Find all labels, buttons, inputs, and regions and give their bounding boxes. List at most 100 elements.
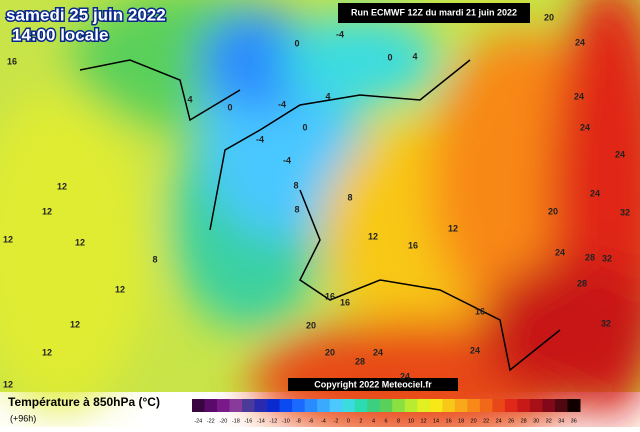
colorbar-swatch xyxy=(354,399,368,412)
contour-label: 8 xyxy=(152,254,157,264)
contour-label: 28 xyxy=(577,278,587,288)
colorbar-swatch xyxy=(567,399,581,412)
colorbar-tick-label: 26 xyxy=(508,418,514,424)
contour-label: 24 xyxy=(470,345,480,355)
contour-label: 24 xyxy=(555,247,565,257)
colorbar-swatch xyxy=(442,399,456,412)
colorbar-swatch xyxy=(367,399,381,412)
colorbar-tick-label: 6 xyxy=(384,418,387,424)
contour-label: 8 xyxy=(347,192,352,202)
contour-label: 16 xyxy=(475,306,485,316)
contour-label: 32 xyxy=(601,318,611,328)
colorbar-swatch xyxy=(554,399,568,412)
colorbar-tick-label: -22 xyxy=(207,418,215,424)
colorbar-tick-label: -20 xyxy=(219,418,227,424)
contour-label: 24 xyxy=(574,91,584,101)
contour-label: -4 xyxy=(278,99,286,109)
contour-label: 0 xyxy=(227,102,232,112)
colorbar-tick-label: 30 xyxy=(533,418,539,424)
contour-label: 24 xyxy=(575,37,585,47)
contour-label: 20 xyxy=(544,12,554,22)
contour-label: 20 xyxy=(325,347,335,357)
contour-label: -4 xyxy=(283,155,291,165)
colorbar-tick-label: 28 xyxy=(521,418,527,424)
colorbar-tick-label: -14 xyxy=(257,418,265,424)
colorbar-swatch xyxy=(342,399,356,412)
contour-label: 4 xyxy=(412,51,417,61)
contour-label: 24 xyxy=(580,122,590,132)
colorbar-tick-label: 2 xyxy=(359,418,362,424)
contour-label: 16 xyxy=(7,56,17,66)
contour-label: 12 xyxy=(57,181,67,191)
colorbar-swatch xyxy=(279,399,293,412)
map-time: 14:00 locale xyxy=(12,25,108,44)
colorbar-tick-label: -24 xyxy=(194,418,202,424)
colorbar-swatch xyxy=(467,399,481,412)
contour-label: 20 xyxy=(548,206,558,216)
contour-label: 24 xyxy=(373,347,383,357)
contour-label: 12 xyxy=(70,319,80,329)
contour-label: 0 xyxy=(387,52,392,62)
colorbar-tick-label: 20 xyxy=(471,418,477,424)
contour-label: -4 xyxy=(256,134,264,144)
colorbar-swatch xyxy=(392,399,406,412)
colorbar-swatch xyxy=(204,399,218,412)
contour-label: 28 xyxy=(585,252,595,262)
colorbar-swatch xyxy=(317,399,331,412)
contour-label: 8 xyxy=(294,204,299,214)
copyright: Copyright 2022 Meteociel.fr xyxy=(314,379,432,389)
colorbar-tick-label: -16 xyxy=(244,418,252,424)
colorbar-swatch xyxy=(504,399,518,412)
colorbar-swatch xyxy=(379,399,393,412)
legend-subtitle: (+96h) xyxy=(10,413,36,423)
colorbar-swatch xyxy=(292,399,306,412)
contour-label: 32 xyxy=(602,253,612,263)
contour-label: 12 xyxy=(3,379,13,389)
contour-label: 16 xyxy=(340,297,350,307)
contour-label: 16 xyxy=(408,240,418,250)
colorbar-tick-label: -12 xyxy=(269,418,277,424)
colorbar-tick-label: 18 xyxy=(458,418,464,424)
colorbar-tick-label: -4 xyxy=(321,418,326,424)
colorbar-swatch xyxy=(454,399,468,412)
colorbar-tick-label: 22 xyxy=(483,418,489,424)
run-info: Run ECMWF 12Z du mardi 21 juin 2022 xyxy=(351,7,517,17)
contour-label: 16 xyxy=(325,291,335,301)
colorbar-tick-label: 4 xyxy=(372,418,375,424)
contour-label: 28 xyxy=(355,356,365,366)
contour-label: 12 xyxy=(42,347,52,357)
colorbar-tick-label: -2 xyxy=(333,418,338,424)
colorbar-swatch xyxy=(217,399,231,412)
contour-label: 12 xyxy=(368,231,378,241)
contour-label: 24 xyxy=(615,149,625,159)
colorbar-tick-label: -6 xyxy=(308,418,313,424)
colorbar-tick-label: -8 xyxy=(296,418,301,424)
map-date: samedi 25 juin 2022 xyxy=(6,5,166,24)
contour-label: 32 xyxy=(620,207,630,217)
colorbar-swatch xyxy=(304,399,318,412)
colorbar-swatch xyxy=(242,399,256,412)
colorbar-swatch xyxy=(529,399,543,412)
colorbar-tick-label: 36 xyxy=(571,418,577,424)
colorbar-swatch xyxy=(254,399,268,412)
contour-label: 0 xyxy=(294,38,299,48)
colorbar-swatch xyxy=(192,399,206,412)
contour-label: 24 xyxy=(590,188,600,198)
contour-label: 4 xyxy=(187,94,192,104)
legend-title: Température à 850hPa (°C) xyxy=(8,395,160,409)
contour-label: 12 xyxy=(3,234,13,244)
colorbar-swatch xyxy=(429,399,443,412)
colorbar-swatch xyxy=(479,399,493,412)
colorbar-tick-label: 16 xyxy=(446,418,452,424)
colorbar-swatch xyxy=(404,399,418,412)
contour-label: -4 xyxy=(336,29,344,39)
colorbar-swatch xyxy=(417,399,431,412)
colorbar-tick-label: 8 xyxy=(397,418,400,424)
contour-label: 12 xyxy=(75,237,85,247)
colorbar-swatch xyxy=(267,399,281,412)
colorbar-swatch xyxy=(329,399,343,412)
contour-label: 12 xyxy=(42,206,52,216)
colorbar-tick-label: 12 xyxy=(420,418,426,424)
